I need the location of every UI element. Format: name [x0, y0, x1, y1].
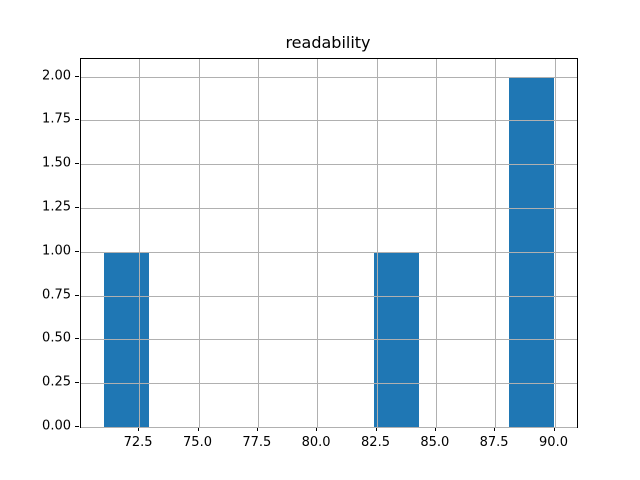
x-tick-mark: [316, 427, 318, 431]
gridline-vertical: [435, 59, 437, 427]
gridline-horizontal: [81, 339, 577, 341]
gridline-vertical: [139, 59, 141, 427]
y-tick-label: 0.00: [42, 418, 71, 434]
x-tick-label: 80.0: [301, 435, 331, 450]
y-tick-mark: [75, 426, 79, 427]
gridline-vertical: [317, 59, 319, 427]
x-tick-label: 87.5: [479, 435, 509, 450]
gridline-horizontal: [81, 383, 577, 385]
x-tick-mark: [553, 427, 555, 431]
y-tick-mark: [75, 294, 79, 296]
gridline-horizontal: [81, 295, 577, 297]
y-tick-label: 1.25: [42, 199, 71, 215]
plot-area: [80, 58, 578, 428]
x-tick-label: 77.5: [242, 435, 272, 450]
gridline-horizontal: [81, 164, 577, 166]
x-tick-mark: [375, 427, 377, 431]
y-tick-label: 0.25: [42, 374, 71, 390]
y-tick-label: 2.00: [42, 68, 71, 83]
y-tick-mark: [75, 75, 79, 77]
y-tick-label: 0.75: [42, 287, 71, 303]
grid-layer: [81, 59, 577, 428]
x-tick-mark: [197, 427, 199, 431]
y-tick-mark: [75, 119, 79, 121]
y-tick-mark: [75, 163, 79, 165]
y-tick-label: 1.75: [42, 111, 71, 127]
x-tick-label: 85.0: [420, 435, 450, 450]
gridline-horizontal: [81, 427, 577, 428]
histogram-bar: [509, 76, 555, 427]
x-tick-mark: [494, 427, 496, 431]
gridline-vertical: [198, 59, 200, 427]
y-tick-mark: [75, 250, 79, 252]
gridline-vertical: [257, 59, 259, 427]
y-tick-mark: [75, 338, 79, 340]
y-tick-mark: [75, 382, 79, 384]
y-tick-label: 1.50: [42, 155, 71, 171]
x-tick-mark: [256, 427, 258, 431]
gridline-vertical: [376, 59, 378, 427]
chart-title: readability: [285, 33, 371, 52]
x-tick-mark: [434, 427, 436, 431]
gridline-vertical: [495, 59, 497, 427]
y-tick-label: 0.50: [42, 330, 71, 346]
x-tick-mark: [138, 427, 140, 431]
x-tick-label: 82.5: [361, 435, 390, 450]
x-tick-label: 75.0: [183, 435, 212, 450]
y-tick-label: 1.00: [42, 243, 71, 259]
x-tick-label: 90.0: [539, 435, 568, 450]
y-tick-mark: [75, 207, 79, 208]
gridline-horizontal: [81, 120, 577, 122]
gridline-horizontal: [81, 208, 577, 209]
gridline-horizontal: [81, 251, 577, 253]
gridline-vertical: [554, 59, 556, 427]
x-tick-label: 72.5: [123, 435, 153, 450]
gridline-horizontal: [81, 76, 577, 78]
